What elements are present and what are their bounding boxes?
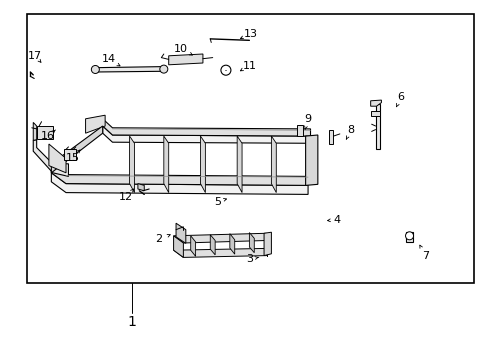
Text: 4: 4 [333,215,340,225]
Polygon shape [163,136,168,193]
Polygon shape [95,67,163,72]
Polygon shape [173,233,266,243]
Polygon shape [305,135,317,185]
Polygon shape [328,130,333,144]
Text: 17: 17 [28,51,42,61]
Text: 5: 5 [214,197,221,207]
Text: 11: 11 [242,60,256,71]
Polygon shape [51,126,102,173]
Polygon shape [37,126,53,139]
Polygon shape [200,136,205,193]
Polygon shape [375,104,380,149]
Text: 14: 14 [102,54,115,64]
Text: 8: 8 [347,125,354,135]
Polygon shape [229,234,234,254]
Circle shape [91,66,99,73]
Circle shape [221,65,230,75]
Polygon shape [129,136,134,193]
Polygon shape [249,233,254,253]
Polygon shape [405,232,412,242]
Polygon shape [33,140,68,176]
Polygon shape [271,136,276,193]
Polygon shape [138,184,144,191]
Polygon shape [210,235,215,255]
Polygon shape [33,122,37,140]
Text: 13: 13 [243,29,257,39]
Polygon shape [168,54,203,65]
Polygon shape [102,126,310,143]
Polygon shape [49,144,66,173]
Polygon shape [190,236,195,256]
Text: 2: 2 [155,234,162,244]
Polygon shape [102,119,310,136]
Polygon shape [237,136,242,193]
Polygon shape [264,232,271,256]
Text: 9: 9 [304,114,311,124]
Polygon shape [173,248,266,257]
Text: 10: 10 [174,44,187,54]
Text: 16: 16 [41,131,55,141]
Polygon shape [173,236,183,257]
Polygon shape [297,125,303,136]
Bar [27,14,473,283]
Polygon shape [51,164,307,185]
Polygon shape [370,100,381,106]
Polygon shape [63,149,76,160]
Polygon shape [51,173,307,194]
Text: 1: 1 [127,315,136,329]
Text: 6: 6 [397,92,404,102]
Text: 12: 12 [119,192,133,202]
Text: 3: 3 [245,254,252,264]
Text: 7: 7 [421,251,428,261]
Polygon shape [176,223,185,243]
Text: 15: 15 [65,153,79,163]
Polygon shape [85,115,105,133]
Circle shape [160,65,167,73]
Circle shape [405,232,413,240]
Polygon shape [370,111,380,116]
